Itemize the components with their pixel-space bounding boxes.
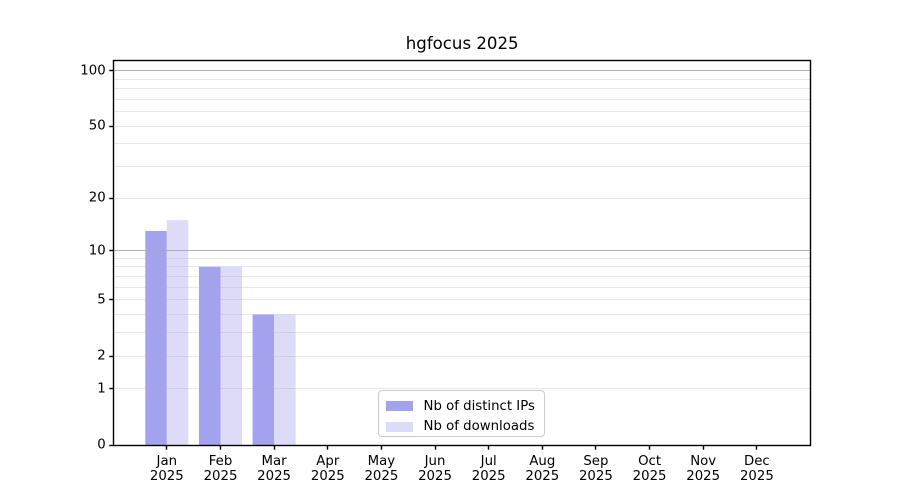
bar-mar-ips (252, 314, 275, 446)
x-tick-label: Oct 2025 (632, 453, 667, 485)
axes-group (109, 59, 812, 450)
y-tick-label: 1 (97, 381, 106, 397)
bars-group (145, 220, 296, 446)
x-tick-label: Feb 2025 (203, 453, 238, 485)
bar-jan-ips (145, 231, 167, 446)
x-tick-label: Jan 2025 (149, 453, 184, 485)
chart-title: hgfocus 2025 (405, 34, 519, 53)
x-tick-label: Aug 2025 (525, 453, 560, 485)
bar-feb-downloads (220, 266, 242, 446)
legend-label: Nb of downloads (423, 419, 535, 435)
plot-border (112, 59, 812, 447)
y-tick-label: 100 (80, 62, 106, 78)
legend-row: Nb of distinct IPs (385, 396, 536, 417)
legend: Nb of distinct IPs Nb of downloads (377, 390, 545, 438)
x-tick-label: Mar 2025 (257, 453, 292, 485)
x-tick-label: Jun 2025 (418, 453, 452, 485)
x-tick-label: Sep 2025 (578, 453, 613, 485)
bar-feb-ips (199, 266, 221, 446)
x-tick-label: Apr 2025 (310, 453, 345, 485)
y-tick-label: 2 (97, 348, 106, 364)
y-tick-label: 5 (97, 292, 106, 308)
bar-jan-downloads (166, 220, 189, 446)
legend-row: Nb of downloads (385, 417, 536, 438)
x-tick-label: Nov 2025 (686, 453, 721, 485)
y-tick-label: 20 (88, 190, 106, 206)
legend-label: Nb of distinct IPs (423, 398, 535, 414)
y-tick-label: 10 (88, 242, 106, 258)
gridlines-group (113, 69, 811, 389)
legend-swatch (385, 421, 413, 432)
bar-mar-downloads (274, 314, 296, 446)
y-tick-label: 50 (88, 118, 106, 134)
x-tick-label: Dec 2025 (739, 453, 774, 485)
y-tick-label: 0 (97, 437, 106, 453)
x-tick-label: May 2025 (364, 453, 399, 485)
x-tick-label: Jul 2025 (471, 453, 506, 485)
legend-swatch (385, 401, 413, 412)
